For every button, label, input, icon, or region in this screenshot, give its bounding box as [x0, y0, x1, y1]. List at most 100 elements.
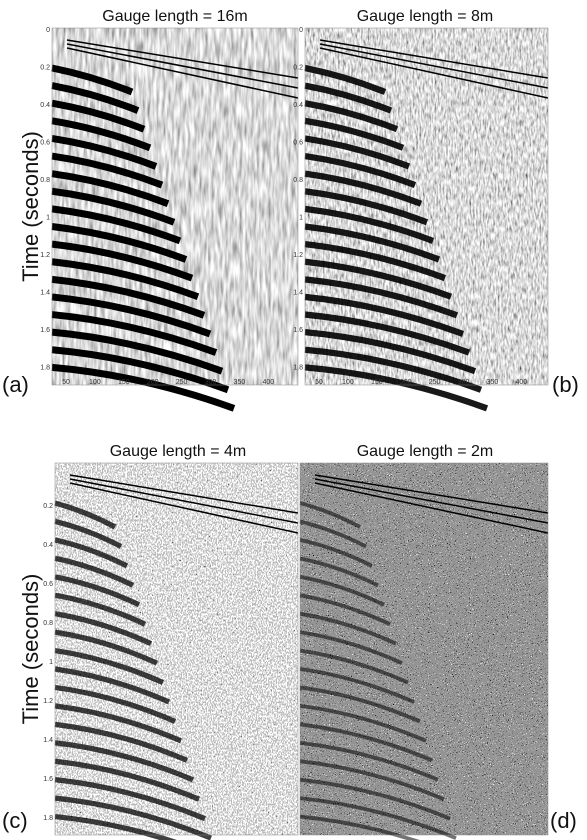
seismic-band — [304, 100, 399, 133]
x-tick-label: 250 — [176, 379, 188, 386]
seismic-band — [299, 556, 379, 588]
seismic-band — [51, 363, 236, 412]
seismic-band — [51, 187, 176, 226]
seismic-image — [55, 463, 298, 835]
seismic-band — [304, 329, 477, 375]
panel-frame — [304, 27, 549, 386]
y-tick-label: 1.6 — [43, 776, 53, 783]
seismic-band — [54, 629, 159, 666]
y-tick-label: 0 — [46, 27, 50, 34]
x-tick-label: 400 — [262, 379, 274, 386]
y-tick-label: 1.4 — [43, 737, 53, 744]
panel — [51, 27, 299, 412]
y-tick-label: 1.6 — [40, 327, 50, 334]
first-arrival — [69, 482, 299, 534]
seismic-band — [51, 64, 134, 96]
axis-title: Time (seconds) — [18, 131, 43, 282]
panel-label: (a) — [2, 372, 29, 397]
y-tick-label: 1.8 — [43, 815, 53, 822]
seismic-band — [304, 240, 447, 282]
seismic-band — [299, 759, 445, 801]
seismic-band — [299, 630, 403, 665]
seismic-band — [304, 135, 411, 170]
x-tick-label: 250 — [429, 379, 441, 386]
seismic-band — [51, 152, 164, 189]
seismic-band — [51, 275, 206, 319]
seismic-band — [54, 592, 147, 627]
seismic-band — [299, 648, 409, 685]
y-tick-label: 0.8 — [43, 620, 53, 627]
seismic-band — [51, 117, 152, 152]
x-tick-label: 300 — [205, 379, 217, 386]
y-tick-label: 1.4 — [40, 290, 50, 297]
first-arrival — [314, 474, 549, 514]
panel-title: Gauge length = 8m — [357, 8, 494, 25]
panel-frame — [299, 462, 549, 836]
y-tick-label: 1.2 — [43, 698, 53, 705]
seismic-band — [299, 814, 420, 840]
seismic-band — [299, 722, 433, 763]
first-arrival — [69, 478, 299, 524]
panel-label: (b) — [552, 372, 579, 397]
seismic-band — [304, 188, 429, 226]
seismic-band — [304, 311, 471, 356]
seismic-band — [299, 574, 385, 607]
y-tick-label: 0.4 — [43, 542, 53, 549]
first-arrival — [69, 474, 299, 514]
first-arrival — [66, 39, 299, 79]
y-tick-label: 0.4 — [293, 102, 303, 109]
seismic-band — [299, 538, 373, 568]
first-arrival — [314, 482, 549, 534]
seismic-band — [54, 740, 195, 783]
first-arrival — [66, 43, 299, 89]
seismic-band — [54, 721, 189, 763]
seismic-band — [54, 777, 207, 822]
x-tick-label: 200 — [400, 379, 412, 386]
panel-label: (c) — [2, 808, 28, 833]
x-tick-label: 100 — [89, 379, 101, 386]
first-arrival — [66, 47, 299, 99]
seismic-band — [54, 537, 129, 569]
seismic-band — [51, 293, 212, 338]
y-tick-label: 0.8 — [293, 177, 303, 184]
seismic-band — [54, 647, 165, 685]
y-tick-label: 0.6 — [43, 581, 53, 588]
seismic-band — [299, 796, 457, 840]
x-tick-label: 300 — [458, 379, 470, 386]
y-tick-label: 1 — [299, 215, 303, 222]
seismic-band — [54, 684, 177, 724]
y-tick-label: 1.2 — [40, 252, 50, 259]
y-tick-label: 1 — [49, 659, 53, 666]
first-arrival — [319, 39, 549, 79]
seismic-band — [51, 240, 194, 282]
seismic-band — [304, 205, 435, 244]
y-tick-label: 0.2 — [43, 503, 53, 510]
seismic-band — [54, 795, 212, 840]
panel — [304, 27, 549, 412]
seismic-band — [304, 293, 465, 337]
x-tick-label: 350 — [234, 379, 246, 386]
x-tick-label: 150 — [371, 379, 383, 386]
seismic-band — [54, 758, 201, 802]
y-tick-label: 0.6 — [40, 140, 50, 147]
y-tick-label: 1.8 — [40, 365, 50, 372]
seismic-band — [54, 666, 171, 705]
seismic-band — [54, 813, 177, 840]
x-tick-label: 400 — [515, 379, 527, 386]
seismic-band — [54, 500, 117, 530]
seismic-band — [54, 703, 183, 744]
axis-title: Time (seconds) — [18, 574, 43, 725]
seismic-image — [300, 463, 548, 835]
x-tick-label: 150 — [118, 379, 130, 386]
panel-label: (d) — [550, 808, 577, 833]
seismic-band — [304, 364, 489, 412]
seismic-band — [299, 703, 427, 743]
seismic-band — [299, 667, 415, 704]
x-tick-label: 50 — [315, 379, 323, 386]
panel-title: Gauge length = 4m — [110, 443, 247, 460]
y-tick-label: 0.6 — [293, 140, 303, 147]
y-tick-label: 1.4 — [293, 290, 303, 297]
seismic-band — [54, 555, 135, 588]
seismic-band — [54, 518, 123, 549]
seismic-band — [51, 311, 218, 356]
